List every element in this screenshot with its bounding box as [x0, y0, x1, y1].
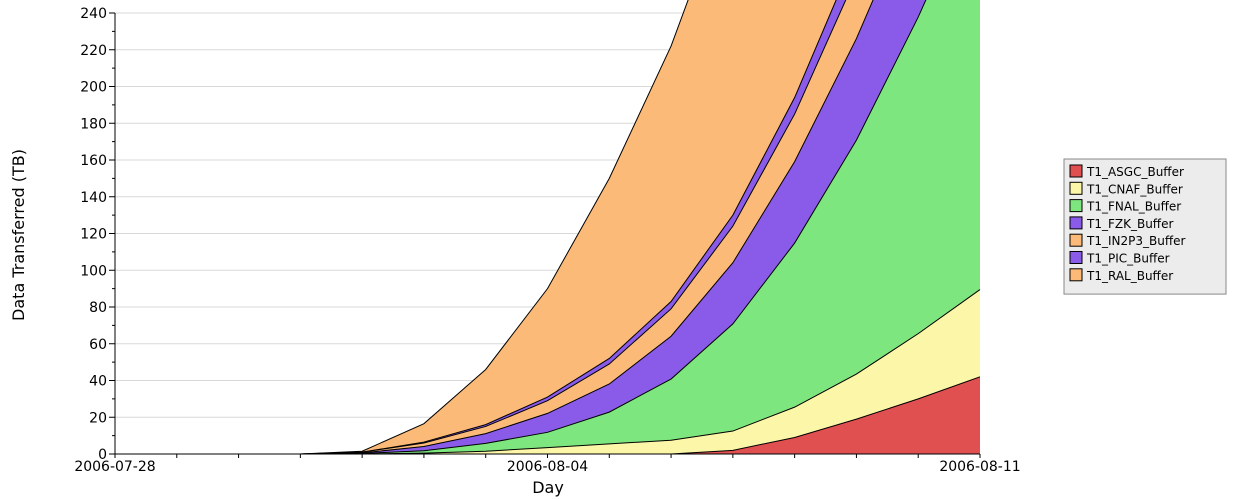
- y-tick-label: 240: [80, 6, 107, 22]
- y-tick-label: 220: [80, 43, 107, 59]
- area-T1_RAL_Buffer: [115, 0, 837, 454]
- y-tick-label: 200: [80, 80, 107, 96]
- legend-swatch: [1069, 233, 1083, 247]
- legend-label: T1_FZK_Buffer: [1086, 217, 1173, 231]
- y-tick-label: 100: [80, 263, 107, 279]
- y-tick-label: 140: [80, 190, 107, 206]
- area-T1_ASGC_Buffer: [115, 376, 980, 454]
- legend-swatch: [1069, 216, 1083, 230]
- y-tick-label: 80: [89, 300, 107, 316]
- x-axis-ticks: 2006-07-28 2006-08-04 2006-08-11: [74, 454, 1021, 475]
- x-tick-label: 2006-08-04: [507, 459, 588, 475]
- legend-swatch: [1069, 181, 1083, 195]
- area-T1_FZK_Buffer: [115, 0, 926, 454]
- y-tick-label: 160: [80, 153, 107, 169]
- y-tick-label: 180: [80, 116, 107, 132]
- legend-label: T1_PIC_Buffer: [1086, 252, 1170, 266]
- y-tick-label: 60: [89, 337, 107, 353]
- y-axis-label: Data Transferred (TB): [9, 149, 28, 321]
- area-T1_FNAL_Buffer: [115, 0, 980, 454]
- legend-swatch: [1069, 251, 1083, 264]
- legend-label: T1_IN2P3_Buffer: [1086, 234, 1185, 248]
- x-axis-label: Day: [532, 478, 564, 497]
- y-tick-label: 20: [89, 410, 107, 426]
- y-tick-label: 0: [98, 447, 107, 463]
- y-axis-ticks: 0 20 40 60 80 100 120 140 160 180 200 220 240: [80, 6, 115, 463]
- legend-swatch: [1069, 199, 1083, 213]
- x-tick-label: 2006-07-28: [74, 459, 155, 475]
- legend-label: T1_FNAL_Buffer: [1086, 200, 1181, 214]
- legend-swatch: [1069, 268, 1083, 282]
- legend-label: T1_RAL_Buffer: [1086, 269, 1173, 283]
- legend-box: [1063, 158, 1227, 295]
- legend-label: T1_ASGC_Buffer: [1086, 165, 1184, 179]
- legend-swatch: [1069, 164, 1083, 178]
- legend: T1_ASGC_Buffer T1_CNAF_Buffer T1_FNAL_Buff…: [1063, 158, 1227, 295]
- y-tick-label: 40: [89, 374, 107, 390]
- y-tick-label: 120: [80, 227, 107, 243]
- legend-label: T1_CNAF_Buffer: [1086, 182, 1183, 196]
- x-tick-label: 2006-08-11: [939, 459, 1020, 475]
